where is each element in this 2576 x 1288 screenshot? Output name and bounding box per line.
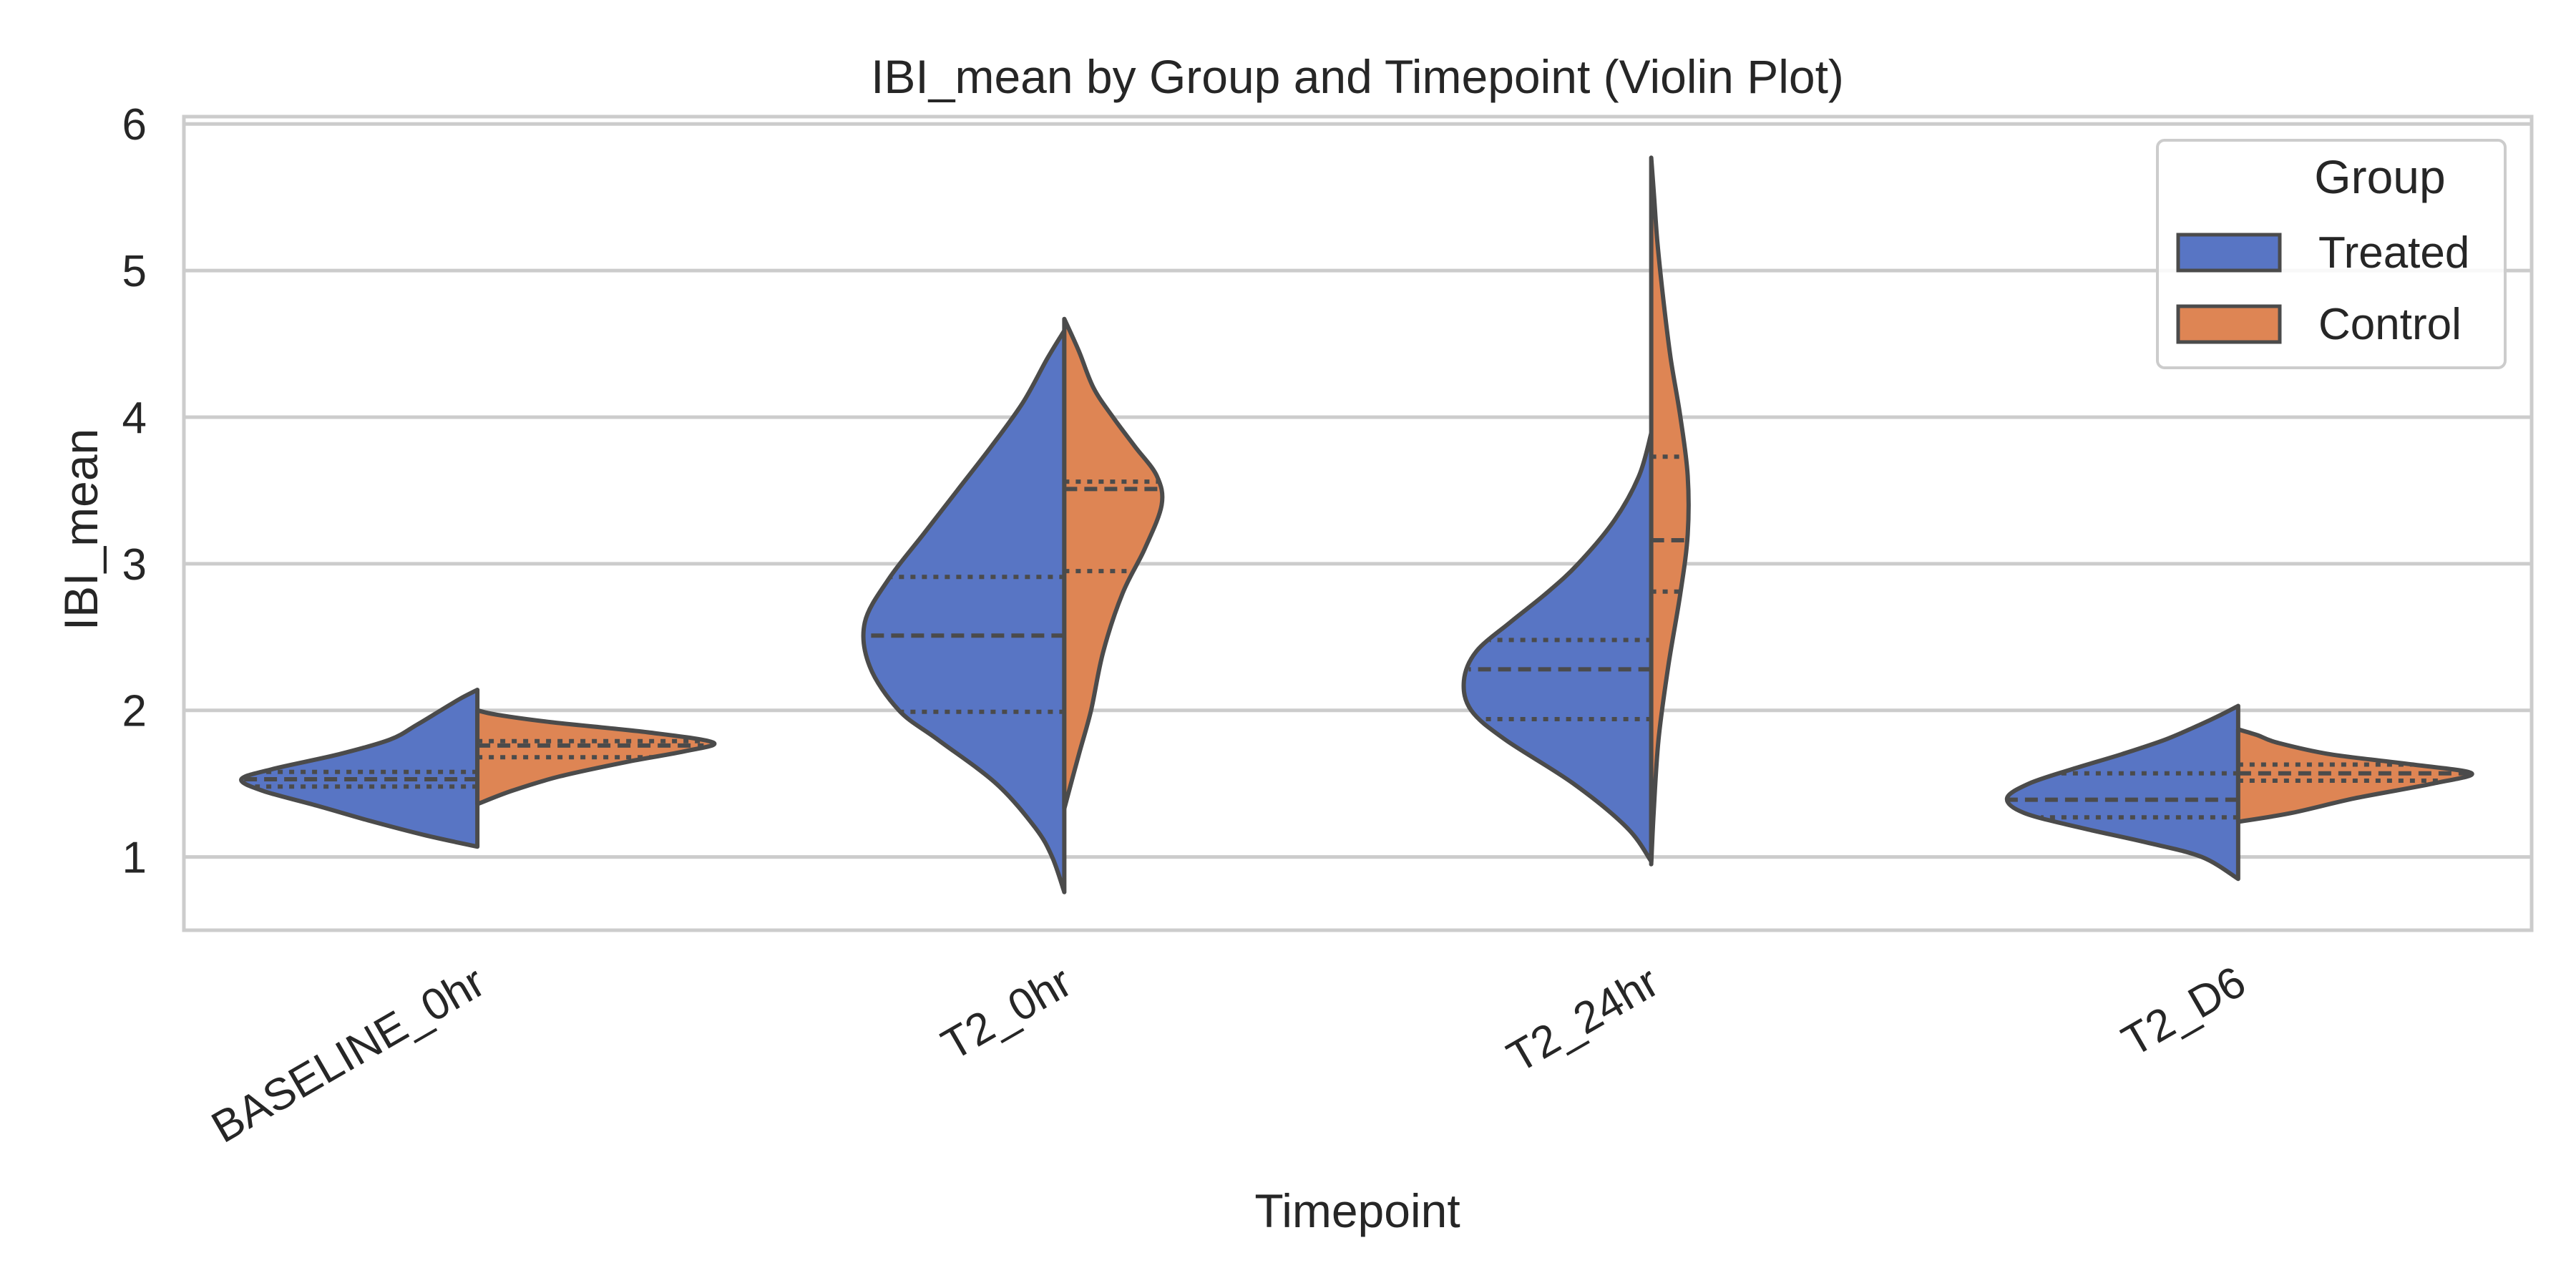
y-tick-label-5: 5 [122,247,147,296]
y-axis-label: IBI_mean [54,429,107,631]
chart-title: IBI_mean by Group and Timepoint (Violin … [871,50,1844,103]
y-tick-label-3: 3 [122,540,147,590]
x-axis-label: Timepoint [1254,1184,1460,1237]
legend-label-treated: Treated [2318,228,2469,278]
violin-treated-t2_24hr [1461,431,1654,864]
violin-treated-t2_0hr [861,328,1067,894]
violins [239,155,2474,894]
violin-control-t2_24hr [1649,155,1691,867]
y-tick-labels: 1 2 3 4 5 6 [122,100,147,882]
violin-treated-baseline_0hr [239,688,480,849]
violin-control-t2_0hr [1062,316,1165,811]
y-tick-label-1: 1 [122,834,147,883]
legend: Group Treated Control [2156,139,2507,369]
y-tick-label-6: 6 [122,100,147,150]
legend-title: Group [2314,150,2445,203]
legend-swatch-control [2176,304,2282,344]
gridlines [184,122,2532,859]
violin-control-t2_d6 [2235,727,2474,824]
y-tick-label-2: 2 [122,687,147,736]
violin-treated-t2_d6 [2004,703,2240,882]
legend-label-control: Control [2318,300,2462,349]
plot-frame [182,114,2534,932]
y-tick-label-4: 4 [122,394,147,443]
legend-swatch-treated [2176,233,2282,273]
